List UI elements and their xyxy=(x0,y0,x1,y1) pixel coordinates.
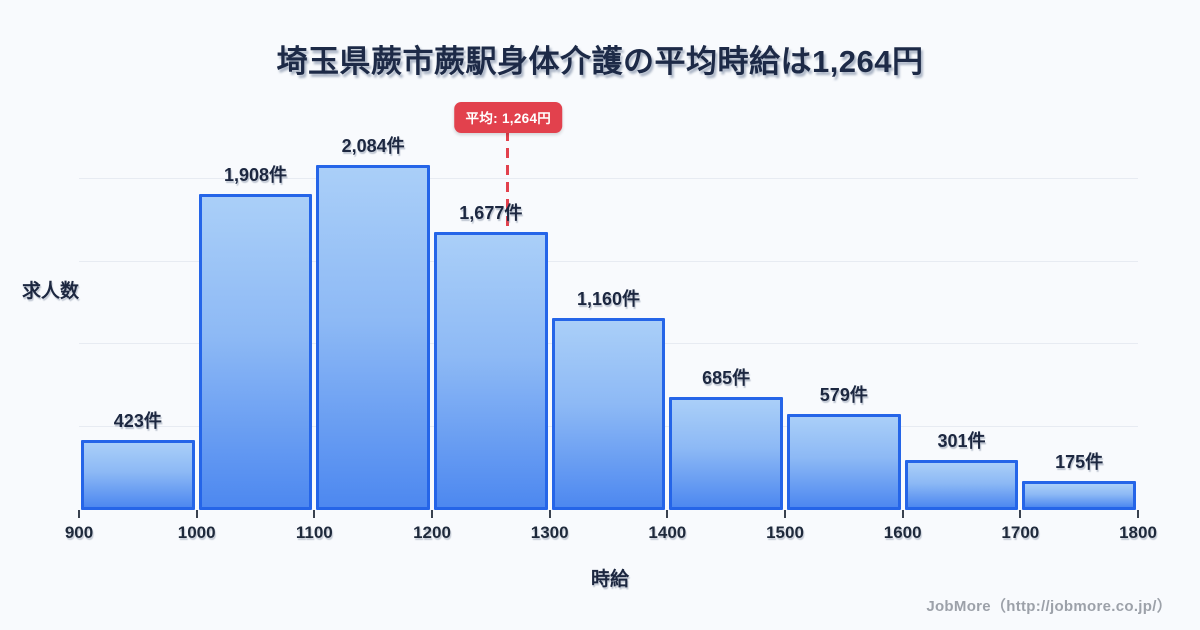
bar-value-label: 2,084件 xyxy=(341,135,405,156)
x-tick xyxy=(1137,510,1139,518)
chart-title: 埼玉県蕨市蕨駅身体介護の平均時給は1,264円 xyxy=(276,44,924,79)
x-axis-title: 時給 xyxy=(590,569,629,590)
x-tick xyxy=(666,510,669,518)
x-tick xyxy=(313,510,316,518)
x-tick-label: 1100 xyxy=(295,523,333,542)
bar-1500-1600 xyxy=(787,414,901,510)
bar-1300-1400 xyxy=(551,317,666,510)
x-tick xyxy=(78,510,80,518)
bar-1000-1100 xyxy=(198,194,313,510)
bar-1100-1200 xyxy=(316,164,430,510)
bar-1400-1500 xyxy=(669,396,783,510)
x-tick xyxy=(784,510,786,518)
bar-value-label: 579件 xyxy=(819,385,868,406)
gridline xyxy=(79,177,1138,179)
bar-1600-1700 xyxy=(904,460,1019,510)
plot-area: 423件 1,908件 2,084件 1,677件 1,160件 685件 579件 301件… xyxy=(79,96,1138,510)
x-tick-label: 1300 xyxy=(530,523,569,542)
gridline xyxy=(79,260,1138,262)
footer-credit: JobMore（http://jobmore.co.jp/） xyxy=(926,598,1172,615)
bar-value-label: 175件 xyxy=(1055,452,1104,473)
x-tick-label: 1000 xyxy=(177,523,216,542)
x-tick xyxy=(195,510,198,518)
bar-1200-1300 xyxy=(434,232,548,510)
bar-1700-1800 xyxy=(1022,481,1136,510)
x-tick-label: 1500 xyxy=(766,523,804,542)
bar-value-label: 1,160件 xyxy=(576,288,640,309)
x-tick-label: 1800 xyxy=(1119,523,1157,542)
bar-value-label: 1,677件 xyxy=(459,203,523,224)
bar-value-label: 301件 xyxy=(937,431,986,452)
x-tick-label: 1200 xyxy=(413,523,451,542)
x-tick-label: 1700 xyxy=(1001,523,1040,542)
y-axis-title: 求人数 xyxy=(22,281,80,302)
x-tick xyxy=(431,510,433,518)
bar-value-label: 1,908件 xyxy=(223,165,287,186)
x-tick xyxy=(1019,510,1022,518)
x-tick xyxy=(548,510,551,518)
x-tick xyxy=(901,510,904,518)
x-tick-label: 1600 xyxy=(883,523,922,542)
x-tick-label: 1400 xyxy=(648,523,687,542)
bar-900-1000 xyxy=(81,439,195,510)
x-tick-label: 900 xyxy=(64,523,94,542)
bar-value-label: 423件 xyxy=(113,410,162,431)
bar-value-label: 685件 xyxy=(702,367,751,388)
average-badge: 平均: 1,264円 xyxy=(454,102,563,133)
